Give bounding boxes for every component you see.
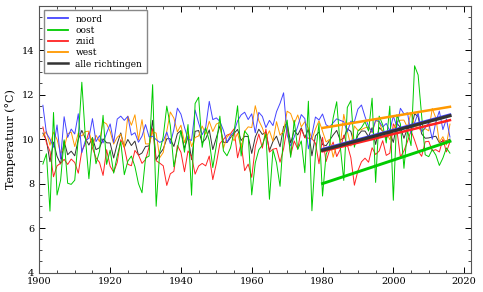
Y-axis label: Temperatuur (°C): Temperatuur (°C) (6, 89, 16, 189)
Legend: noord, oost, zuid, west, alle richtingen: noord, oost, zuid, west, alle richtingen (44, 10, 147, 73)
